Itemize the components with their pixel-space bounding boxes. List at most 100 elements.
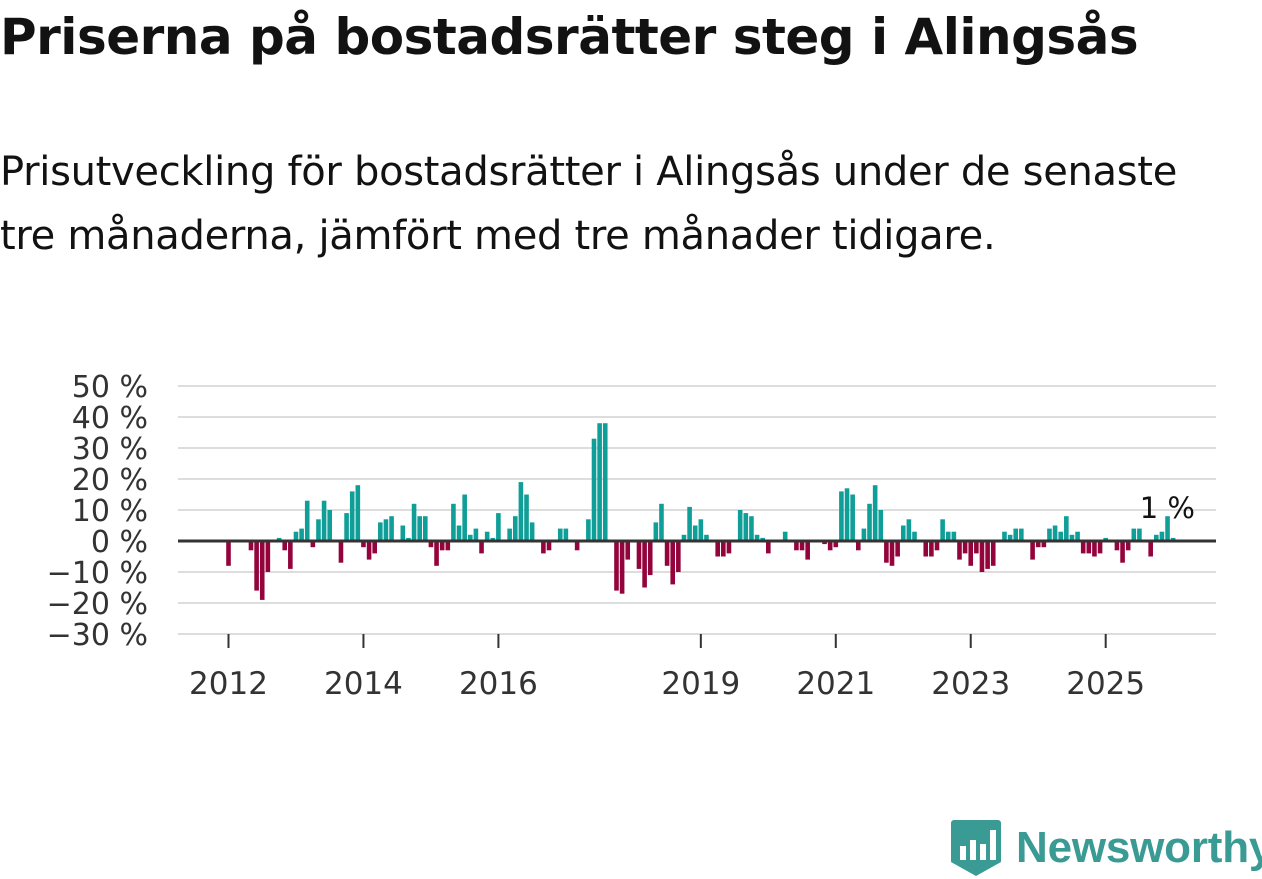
bar	[1064, 516, 1069, 541]
bar	[1035, 541, 1041, 548]
bar	[557, 528, 563, 541]
bar	[1120, 541, 1125, 563]
bar	[1159, 531, 1165, 541]
x-axis: 2012 2014 2016 2019 2021 2023 2025	[178, 633, 1216, 700]
bar	[822, 541, 827, 545]
bar	[1131, 528, 1137, 541]
bar	[254, 541, 259, 591]
bar	[248, 541, 254, 551]
bar	[681, 534, 687, 541]
bar	[439, 541, 445, 551]
bar	[574, 541, 580, 551]
bar	[1041, 541, 1047, 548]
bar	[1103, 537, 1108, 541]
bar	[754, 534, 760, 541]
bar	[1058, 531, 1063, 541]
bar	[563, 528, 569, 541]
bar	[366, 541, 372, 560]
bar	[327, 510, 333, 541]
bar	[878, 510, 884, 541]
bar	[423, 516, 428, 541]
bar	[945, 531, 951, 541]
bar	[389, 516, 394, 541]
bar	[344, 513, 349, 541]
bar	[636, 541, 642, 569]
bar	[1052, 525, 1058, 541]
bar	[1075, 531, 1080, 541]
bar	[850, 494, 855, 541]
bar	[265, 541, 271, 572]
bar	[259, 541, 265, 600]
bar	[726, 541, 732, 554]
bar	[872, 485, 878, 541]
y-tick-label: 10 %	[72, 494, 148, 529]
gridlines	[178, 385, 1216, 635]
bar	[912, 531, 917, 541]
bar	[839, 491, 844, 541]
bar	[968, 541, 974, 566]
chart-title: Priserna på bostadsrätter steg i Alingså…	[0, 8, 1139, 66]
bar	[361, 541, 366, 548]
bar	[934, 541, 940, 551]
bar	[507, 528, 512, 541]
bar	[1019, 528, 1024, 541]
bar	[467, 534, 473, 541]
bar	[906, 519, 912, 541]
bar	[310, 541, 316, 548]
bar	[766, 541, 771, 554]
bar	[1030, 541, 1035, 560]
y-tick-label: 40 %	[72, 401, 148, 436]
bar	[698, 519, 704, 541]
x-tick-label: 2014	[324, 666, 403, 700]
bar	[951, 531, 957, 541]
bar	[316, 519, 321, 541]
bar	[1092, 541, 1097, 557]
bar	[349, 491, 355, 541]
bar	[642, 541, 647, 588]
bar	[355, 485, 361, 541]
bar	[1097, 541, 1103, 554]
bars	[226, 423, 1176, 600]
bar	[299, 528, 304, 541]
bar	[1125, 541, 1131, 551]
bar	[496, 513, 501, 541]
bar	[293, 531, 299, 541]
x-tick-label: 2016	[459, 666, 538, 700]
bar	[782, 531, 788, 541]
bar	[985, 541, 990, 569]
bar	[1069, 534, 1075, 541]
last-value-label: 1 %	[1140, 491, 1195, 525]
y-axis-labels: 50 %40 %30 %20 %10 %0 %−10 %−20 %−30 %	[47, 370, 148, 653]
bar	[417, 516, 422, 541]
bar	[990, 541, 996, 566]
bar	[923, 541, 929, 557]
bar	[288, 541, 293, 569]
bar	[664, 541, 670, 566]
newsworthy-logo: Newsworthy	[950, 818, 1262, 878]
bar	[1148, 541, 1153, 557]
bar-chart: 50 %40 %30 %20 %10 %0 %−10 %−20 %−30 % 2…	[47, 370, 1216, 700]
bar	[591, 438, 597, 541]
y-tick-label: −10 %	[47, 556, 148, 591]
bar	[428, 541, 434, 548]
bar	[1007, 534, 1013, 541]
x-tick-label: 2019	[661, 666, 740, 700]
bar	[805, 541, 810, 560]
y-tick-label: 20 %	[72, 463, 148, 498]
bar	[721, 541, 726, 557]
bar	[451, 503, 456, 541]
bar	[338, 541, 344, 563]
bar	[304, 500, 310, 541]
bar	[833, 541, 839, 548]
bar	[715, 541, 720, 557]
bar	[1170, 537, 1176, 541]
bar	[546, 541, 552, 551]
y-tick-label: 50 %	[72, 370, 148, 405]
bar	[844, 488, 850, 541]
brand-name: Newsworthy	[1016, 823, 1262, 872]
bar	[974, 541, 979, 554]
bar	[383, 519, 389, 541]
bar	[434, 541, 439, 566]
bar	[282, 541, 288, 551]
bar	[749, 516, 754, 541]
